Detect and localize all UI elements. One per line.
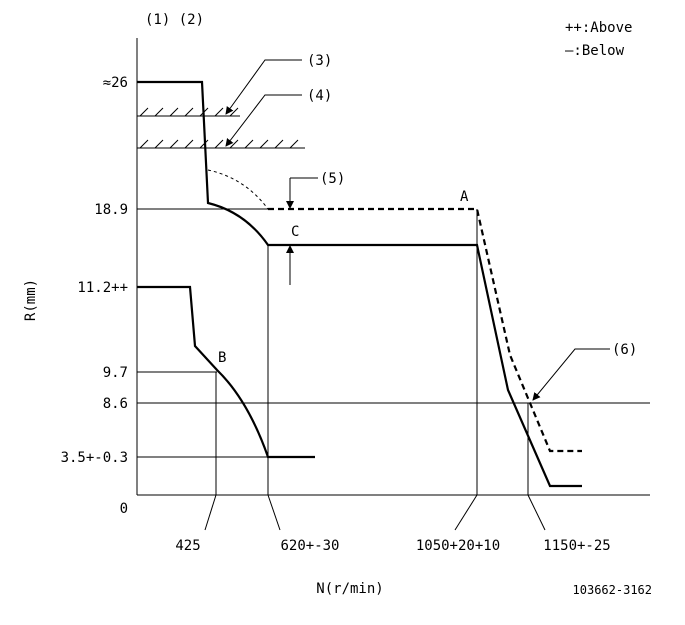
callout: (6) [612,342,637,358]
x-tick-label: 1050+20+10 [416,538,500,554]
legend-below: —:Below [565,43,625,59]
y-tick-label: 0 [120,501,128,517]
curves [137,80,582,488]
callout: (4) [307,88,332,104]
axes [136,38,650,496]
y-tick-label: 11.2++ [77,280,128,296]
drawing-code: 103662-3162 [573,583,652,597]
point-label: B [218,350,226,366]
refs: (1) (2) [145,12,204,28]
hatched-stops [137,107,305,149]
y-tick-label: 8.6 [103,396,128,412]
x-tick-label: 1150+-25 [543,538,610,554]
callout: (3) [307,53,332,69]
callout-leaders [225,59,610,401]
reference-lines [137,208,650,531]
legend-above: ++:Above [565,20,632,36]
x-tick-label: 425 [175,538,200,554]
y-tick-label: 18.9 [94,202,128,218]
x-axis-label: N(r/min) [316,581,383,597]
y-axis-label: R(mm) [23,279,39,321]
callout: (5) [320,171,345,187]
point-label: A [460,189,469,205]
point-label: C [291,224,299,240]
y-tick-label: 9.7 [103,365,128,381]
x-tick-label: 620+-30 [280,538,339,554]
y-tick-label: ≈26 [103,75,128,91]
y-tick-label: 3.5+-0.3 [61,450,128,466]
